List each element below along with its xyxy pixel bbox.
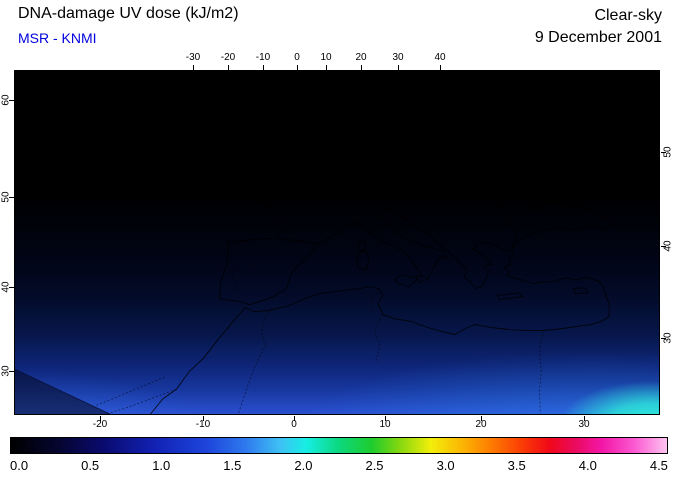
colorbar-gradient — [11, 438, 667, 453]
border-pyrenees — [278, 237, 320, 245]
border-tunisia-libya — [374, 314, 384, 362]
colorbar-tick-label: 2.0 — [294, 458, 313, 473]
colorbar-tick-label: 4.5 — [649, 458, 668, 473]
top-axis-label: 40 — [434, 52, 446, 63]
border-west-sahara-1 — [106, 388, 177, 414]
top-axis-tick — [263, 65, 264, 70]
colorbar — [10, 437, 668, 454]
page-title: DNA-damage UV dose (kJ/m2) — [18, 5, 239, 22]
coastline-cyprus — [572, 287, 589, 295]
top-axis-label: 10 — [320, 52, 332, 63]
bottom-axis-tick — [294, 416, 295, 421]
coastline-crete — [496, 292, 524, 301]
bottom-axis-tick — [481, 416, 482, 421]
map-frame — [14, 70, 660, 415]
coastline-black-sea — [499, 194, 614, 243]
top-axis-tick — [361, 65, 362, 70]
coastline-ireland — [231, 157, 257, 181]
coastline-france-atlantic — [260, 118, 349, 239]
top-axis-label: -20 — [220, 52, 236, 63]
colorbar-tick-label: 0.5 — [81, 458, 100, 473]
top-axis-tick — [193, 65, 194, 70]
colorbar-tick-label: 4.0 — [578, 458, 597, 473]
bottom-axis-label: -10 — [195, 419, 211, 430]
right-axis-tick — [661, 338, 666, 339]
coastline-britain — [259, 106, 305, 182]
left-axis-tick — [9, 197, 14, 198]
top-axis-tick — [440, 65, 441, 70]
colorbar-tick-label: 1.0 — [152, 458, 171, 473]
left-axis-tick — [9, 100, 14, 101]
coastline-north-africa — [150, 286, 544, 414]
coastline-turkey-levant — [503, 241, 610, 331]
coastline-corsica — [358, 240, 367, 252]
coastline-italy — [357, 208, 448, 284]
top-axis-label: -30 — [185, 52, 201, 63]
bottom-axis-tick — [584, 416, 585, 421]
right-axis-tick — [661, 246, 666, 247]
bottom-axis-label: 20 — [475, 419, 487, 430]
coastline-crimea — [529, 202, 545, 213]
condition-label: Clear-sky — [594, 7, 662, 24]
top-axis-tick — [297, 65, 298, 70]
border-morocco-algeria — [237, 310, 269, 414]
border-portugal-spain — [229, 247, 239, 292]
map-field — [15, 71, 659, 414]
coastlines-layer — [15, 106, 614, 414]
top-axis-label: 0 — [294, 52, 300, 63]
top-axis-label: 20 — [355, 52, 367, 63]
coastline-sicily — [394, 274, 419, 288]
date-label: 9 December 2001 — [534, 29, 662, 46]
bottom-axis-tick — [203, 416, 204, 421]
left-axis-tick — [9, 287, 14, 288]
bottom-axis-label: -20 — [92, 419, 108, 430]
top-axis-label: 30 — [392, 52, 404, 63]
top-axis-tick — [326, 65, 327, 70]
border-libya-egypt — [538, 330, 544, 414]
colorbar-tick-label: 1.5 — [223, 458, 242, 473]
colorbar-tick-label: 0.0 — [10, 458, 29, 473]
left-axis-tick — [9, 371, 14, 372]
coastline-france-med — [318, 221, 359, 245]
terminator-line — [15, 368, 110, 414]
coastline-iberia — [218, 237, 320, 306]
coastline-sardinia — [356, 250, 370, 271]
border-algeria-tunisia — [370, 288, 380, 314]
bottom-axis-label: 30 — [578, 419, 590, 430]
bottom-axis-label: 10 — [379, 419, 391, 430]
source-label: MSR - KNMI — [18, 30, 97, 46]
colorbar-labels: 0.0 0.5 1.0 1.5 2.0 2.5 3.0 3.5 4.0 4.5 — [10, 458, 668, 473]
top-axis-tick — [398, 65, 399, 70]
colorbar-tick-label: 3.0 — [436, 458, 455, 473]
bottom-axis-label: 0 — [291, 419, 297, 430]
right-axis-tick — [661, 152, 666, 153]
colorbar-tick-label: 3.5 — [507, 458, 526, 473]
border-west-sahara-2 — [94, 376, 165, 407]
colorbar-tick-label: 2.5 — [365, 458, 384, 473]
top-axis-label: -10 — [255, 52, 271, 63]
top-axis-tick — [228, 65, 229, 70]
header-right: Clear-sky 9 December 2001 — [535, 5, 662, 49]
coastline-balkans-greece — [391, 209, 517, 290]
bottom-axis-tick — [385, 416, 386, 421]
bottom-axis-tick — [100, 416, 101, 421]
